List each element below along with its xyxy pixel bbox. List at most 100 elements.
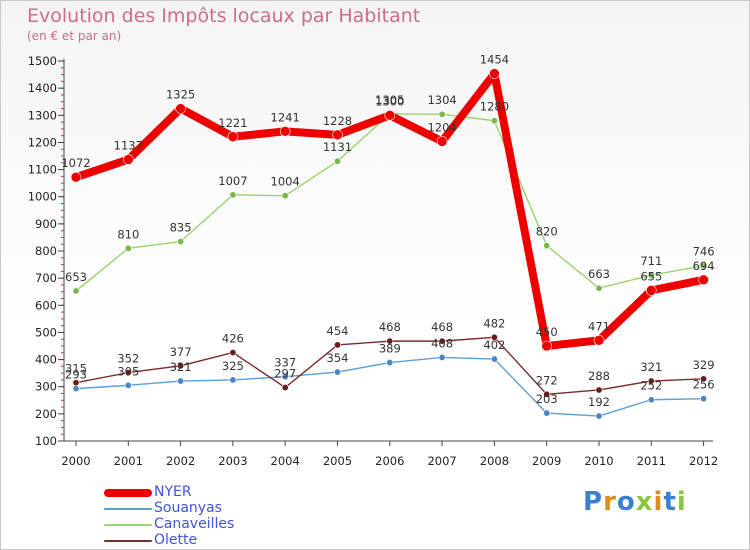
data-point-olette (124, 369, 132, 377)
legend-label-olette: Olette (154, 532, 198, 548)
data-label-olette: 297 (274, 367, 296, 381)
data-label-olette: 468 (379, 320, 401, 334)
data-point-souanyas (386, 359, 394, 367)
data-point-nyer (593, 335, 605, 346)
data-point-canaveilles (72, 287, 80, 295)
data-label-olette: 426 (222, 332, 244, 346)
data-point-canaveilles (438, 110, 446, 118)
data-point-canaveilles (229, 191, 237, 199)
data-label-olette: 321 (640, 360, 662, 374)
data-point-olette (438, 337, 446, 345)
data-point-nyer (384, 110, 396, 121)
y-tick-label: 400 (35, 353, 57, 367)
y-tick-label: 800 (35, 244, 57, 258)
data-point-nyer (436, 136, 448, 147)
data-label-nyer: 450 (536, 325, 558, 339)
data-label-souanyas: 389 (379, 342, 401, 356)
legend-item-souanyas: Souanyas (104, 500, 304, 517)
data-label-olette: 468 (431, 320, 453, 334)
x-tick-label: 2003 (218, 454, 247, 468)
data-point-canaveilles (647, 271, 655, 279)
data-point-nyer (645, 285, 657, 296)
series-layer (70, 68, 709, 420)
data-label-souanyas: 408 (431, 336, 453, 350)
data-point-nyer (175, 103, 186, 114)
data-point-olette (386, 337, 394, 345)
data-point-souanyas (543, 409, 551, 417)
data-label-souanyas: 256 (693, 378, 715, 392)
data-point-olette (72, 379, 80, 387)
proxiti-logo: Proxiti (583, 487, 687, 517)
y-tick-label: 200 (35, 407, 57, 421)
data-point-souanyas (177, 377, 185, 385)
x-axis-ticks: 2000 2001 2002 2003 2004 2005 2006 2007 2008 2009… (61, 441, 718, 468)
legend-label-nyer: NYER (154, 484, 192, 500)
data-label-olette: 272 (536, 373, 558, 387)
data-label-canaveilles: 835 (170, 221, 192, 235)
data-label-canaveilles: 1131 (323, 140, 352, 154)
y-tick-label: 1100 (28, 163, 57, 177)
data-label-souanyas: 293 (65, 368, 87, 382)
data-label-canaveilles: 1007 (218, 174, 247, 188)
data-label-souanyas: 354 (327, 351, 349, 365)
data-label-souanyas: 252 (640, 379, 662, 393)
series-canaveilles (72, 110, 708, 295)
data-point-souanyas (229, 376, 237, 384)
data-point-canaveilles (281, 192, 289, 200)
series-olette (72, 333, 708, 398)
series-nyer (70, 68, 709, 352)
legend-swatch-olette (104, 540, 152, 542)
data-point-canaveilles (333, 157, 341, 165)
data-label-nyer: 655 (640, 269, 662, 283)
data-label-canaveilles: 820 (536, 225, 558, 239)
data-labels: 653 810 835 1007 1004 1131 1305 1304 1280 820 663 7… (61, 53, 714, 410)
data-label-canaveilles: 1280 (480, 100, 509, 114)
data-label-nyer: 471 (588, 319, 610, 333)
legend-label-canaveilles: Canaveilles (154, 516, 235, 532)
data-label-nyer: 1325 (166, 88, 195, 102)
data-label-nyer: 1204 (427, 120, 456, 134)
data-point-olette (647, 377, 655, 385)
y-tick-label: 1200 (28, 135, 57, 149)
data-point-canaveilles (700, 262, 708, 270)
x-tick-label: 2001 (114, 454, 143, 468)
data-point-olette (543, 390, 551, 398)
y-tick-label: 1500 (28, 54, 57, 68)
x-tick-label: 2007 (427, 454, 456, 468)
data-point-souanyas (700, 395, 708, 403)
data-point-canaveilles (124, 244, 132, 252)
data-label-souanyas: 305 (117, 364, 139, 378)
data-point-nyer (332, 129, 343, 141)
legend-swatch-canaveilles (104, 524, 152, 526)
data-label-nyer: 1072 (61, 156, 90, 170)
data-label-canaveilles: 810 (117, 227, 139, 241)
data-label-olette: 377 (170, 345, 192, 359)
legend-swatch-nyer (104, 489, 152, 497)
data-label-canaveilles: 1305 (375, 93, 404, 107)
x-tick-label: 2004 (271, 454, 300, 468)
data-label-nyer: 1454 (480, 53, 509, 67)
chart-subtitle: (en € et par an) (27, 29, 122, 43)
legend-swatch-souanyas (104, 508, 152, 510)
legend-item-canaveilles: Canaveilles (104, 516, 304, 533)
y-tick-label: 1300 (28, 108, 57, 122)
data-point-olette (595, 386, 603, 394)
data-label-souanyas: 203 (536, 392, 558, 406)
y-tick-label: 1400 (28, 81, 57, 95)
data-point-olette (333, 341, 341, 349)
data-label-canaveilles: 711 (640, 254, 662, 268)
data-point-souanyas (490, 355, 498, 363)
data-label-olette: 352 (117, 352, 139, 366)
line-chart: 100 200 300 400 500 600 700 800 900 1000 1100 1200 1… (28, 53, 719, 468)
x-tick-label: 2005 (323, 454, 352, 468)
data-point-olette (700, 375, 708, 383)
data-point-souanyas (647, 396, 655, 404)
data-label-canaveilles: 663 (588, 267, 610, 281)
x-tick-label: 2008 (480, 454, 509, 468)
data-point-nyer (279, 126, 291, 137)
series-line-canaveilles (75, 113, 705, 292)
x-tick-label: 2002 (166, 454, 195, 468)
data-label-canaveilles: 746 (693, 245, 715, 259)
y-tick-label: 700 (35, 271, 57, 285)
